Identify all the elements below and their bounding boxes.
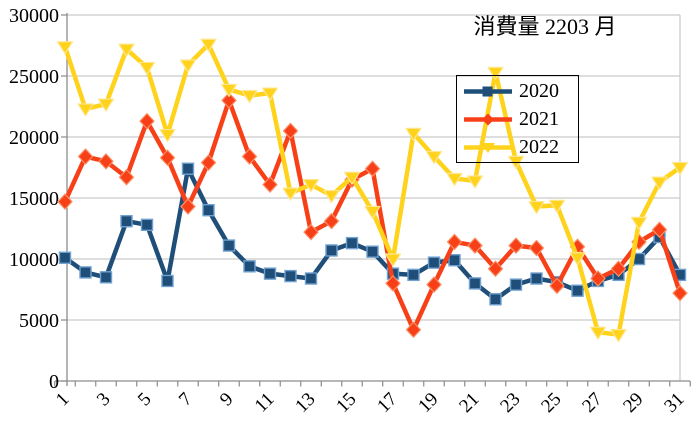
- legend-label: 2022: [519, 135, 559, 158]
- svg-text:27: 27: [578, 389, 606, 417]
- line-diamond-marker-icon: [462, 112, 514, 127]
- line-triangle-marker-icon: [462, 140, 514, 155]
- svg-text:5000: 5000: [19, 310, 59, 332]
- svg-text:15000: 15000: [9, 188, 59, 210]
- chart-title: 消費量 2203 月: [473, 14, 617, 39]
- legend-item-2021: 2021: [457, 105, 578, 133]
- svg-text:0: 0: [49, 371, 59, 393]
- svg-text:3: 3: [93, 389, 115, 411]
- axes: [54, 13, 691, 387]
- svg-text:31: 31: [660, 389, 688, 417]
- legend-item-2022: 2022: [457, 133, 578, 161]
- series-2022: [56, 38, 689, 343]
- svg-text:11: 11: [251, 389, 279, 417]
- svg-text:10000: 10000: [9, 249, 59, 271]
- svg-text:25: 25: [537, 389, 565, 417]
- svg-text:19: 19: [414, 389, 442, 417]
- y-axis-labels: 0 5000 10000 15000 20000 25000 30000: [9, 5, 59, 393]
- legend-item-2020: 2020: [457, 77, 578, 105]
- svg-text:1: 1: [52, 389, 74, 411]
- svg-text:23: 23: [496, 389, 524, 417]
- legend: 2020 2021 2022: [456, 75, 579, 163]
- svg-text:21: 21: [455, 389, 483, 417]
- svg-text:7: 7: [175, 389, 197, 411]
- line-square-marker-icon: [462, 84, 514, 99]
- svg-text:20000: 20000: [9, 127, 59, 149]
- svg-text:25000: 25000: [9, 66, 59, 88]
- legend-label: 2020: [519, 79, 559, 102]
- gridlines: [67, 14, 681, 381]
- svg-text:29: 29: [619, 389, 647, 417]
- x-axis-labels: 1 3 5 7 9 11 13 15 17 19 21 23 25 27 29 31: [52, 389, 689, 417]
- svg-text:13: 13: [291, 389, 319, 417]
- series-2021: [57, 92, 688, 339]
- legend-label: 2021: [519, 107, 559, 130]
- svg-text:9: 9: [216, 389, 238, 411]
- series-2020: [58, 162, 687, 306]
- svg-text:5: 5: [134, 389, 156, 411]
- svg-text:17: 17: [373, 389, 401, 417]
- svg-text:15: 15: [332, 389, 360, 417]
- svg-text:30000: 30000: [9, 5, 59, 27]
